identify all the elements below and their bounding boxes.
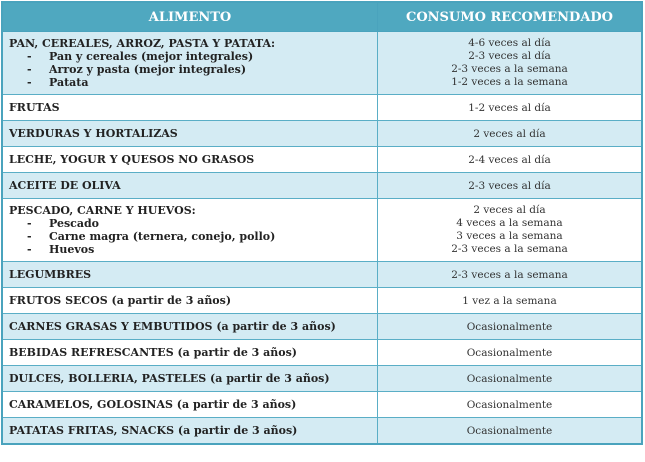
- consumption-value: Ocasionalmente: [466, 320, 553, 333]
- food-name: VERDURAS Y HORTALIZAS: [9, 127, 178, 140]
- food-cell: VERDURAS Y HORTALIZAS: [1, 120, 378, 147]
- consumption-value: Ocasionalmente: [466, 346, 553, 359]
- consumption-cell: 2-3 veces al día: [377, 172, 643, 199]
- table-row: VERDURAS Y HORTALIZAS 2 veces al día: [1, 120, 643, 147]
- consumption-value: 4 veces a la semana: [456, 217, 563, 229]
- table-row: BEBIDAS REFRESCANTES (a partir de 3 años…: [1, 339, 643, 366]
- food-cell: PATATAS FRITAS, SNACKS (a partir de 3 añ…: [1, 417, 378, 445]
- subitem-label: Pescado: [49, 217, 100, 230]
- subitem-label: Huevos: [49, 243, 95, 256]
- food-name: CARAMELOS, GOLOSINAS (a partir de 3 años…: [9, 398, 297, 411]
- table-row: LEGUMBRES 2-3 veces a la semana: [1, 261, 643, 288]
- food-name: BEBIDAS REFRESCANTES (a partir de 3 años…: [9, 346, 297, 359]
- subitem-label: Carne magra (ternera, conejo, pollo): [49, 230, 276, 243]
- consumption-cell: 2-3 veces a la semana: [377, 261, 643, 288]
- consumption-cell: Ocasionalmente: [377, 313, 643, 340]
- food-name: DULCES, BOLLERIA, PASTELES (a partir de …: [9, 372, 330, 385]
- consumption-cell: 4-6 veces al día 2-3 veces al día 2-3 vece…: [377, 31, 643, 95]
- consumption-value: 1-2 veces a la semana: [451, 76, 568, 88]
- consumption-value: 4-6 veces al día: [468, 37, 551, 49]
- table-header: ALIMENTO CONSUMO RECOMENDADO: [1, 1, 643, 32]
- food-cell: FRUTAS: [1, 94, 378, 121]
- consumption-value: 2 veces al día: [473, 204, 546, 216]
- food-cell: DULCES, BOLLERIA, PASTELES (a partir de …: [1, 365, 378, 392]
- table-row: FRUTOS SECOS (a partir de 3 años) 1 vez a…: [1, 287, 643, 314]
- bullet-dash: -: [27, 63, 32, 76]
- food-subitem: - Patata: [9, 76, 371, 89]
- consumption-value: 2-3 veces a la semana: [451, 268, 568, 281]
- food-name: ACEITE DE OLIVA: [9, 179, 121, 192]
- header-consumo: CONSUMO RECOMENDADO: [377, 1, 643, 32]
- consumption-value: 2-3 veces a la semana: [451, 243, 568, 255]
- food-name: CARNES GRASAS Y EMBUTIDOS (a partir de 3…: [9, 320, 336, 333]
- header-alimento: ALIMENTO: [1, 1, 378, 32]
- food-name: LEGUMBRES: [9, 268, 92, 281]
- food-subitem: - Pescado: [9, 217, 371, 230]
- table-row: PATATAS FRITAS, SNACKS (a partir de 3 añ…: [1, 417, 643, 445]
- bullet-dash: -: [27, 243, 32, 256]
- food-cell: BEBIDAS REFRESCANTES (a partir de 3 años…: [1, 339, 378, 366]
- consumption-cell: 1 vez a la semana: [377, 287, 643, 314]
- food-name: FRUTOS SECOS (a partir de 3 años): [9, 294, 232, 307]
- food-cell: LEGUMBRES: [1, 261, 378, 288]
- food-cell: CARAMELOS, GOLOSINAS (a partir de 3 años…: [1, 391, 378, 418]
- consumption-cell: Ocasionalmente: [377, 365, 643, 392]
- subitem-label: Patata: [49, 76, 89, 89]
- table-row: PAN, CEREALES, ARROZ, PASTA Y PATATA: - Pa…: [1, 31, 643, 95]
- consumption-value: 2-3 veces a la semana: [451, 63, 568, 75]
- consumption-value: 2-4 veces al día: [468, 153, 551, 166]
- bullet-dash: -: [27, 76, 32, 89]
- consumption-value: 1 vez a la semana: [462, 294, 557, 307]
- food-subitem: - Arroz y pasta (mejor integrales): [9, 63, 371, 76]
- consumption-cell: Ocasionalmente: [377, 391, 643, 418]
- food-name: PATATAS FRITAS, SNACKS (a partir de 3 añ…: [9, 424, 298, 437]
- consumption-value: 1-2 veces al día: [468, 101, 551, 114]
- table-row: PESCADO, CARNE Y HUEVOS: - Pescado - Carne m…: [1, 198, 643, 262]
- subitem-label: Arroz y pasta (mejor integrales): [49, 63, 247, 76]
- consumption-value: 3 veces a la semana: [456, 230, 563, 242]
- food-cell: LECHE, YOGUR Y QUESOS NO GRASOS: [1, 146, 378, 173]
- bullet-dash: -: [27, 230, 32, 243]
- consumption-value: Ocasionalmente: [466, 372, 553, 385]
- food-name: LECHE, YOGUR Y QUESOS NO GRASOS: [9, 153, 255, 166]
- consumption-cell: Ocasionalmente: [377, 339, 643, 366]
- food-consumption-table: ALIMENTO CONSUMO RECOMENDADO PAN, CEREAL…: [1, 1, 643, 445]
- food-cell: ACEITE DE OLIVA: [1, 172, 378, 199]
- consumption-cell: 2-4 veces al día: [377, 146, 643, 173]
- table-row: DULCES, BOLLERIA, PASTELES (a partir de …: [1, 365, 643, 392]
- food-name: FRUTAS: [9, 101, 60, 114]
- food-subitem: - Carne magra (ternera, conejo, pollo): [9, 230, 371, 243]
- table-row: LECHE, YOGUR Y QUESOS NO GRASOS 2-4 veces…: [1, 146, 643, 173]
- consumption-cell: Ocasionalmente: [377, 417, 643, 445]
- food-name: PAN, CEREALES, ARROZ, PASTA Y PATATA:: [9, 37, 276, 50]
- food-cell: FRUTOS SECOS (a partir de 3 años): [1, 287, 378, 314]
- table-row: CARNES GRASAS Y EMBUTIDOS (a partir de 3…: [1, 313, 643, 340]
- table-row: FRUTAS 1-2 veces al día: [1, 94, 643, 121]
- consumption-value: Ocasionalmente: [466, 398, 553, 411]
- consumption-value: 2-3 veces al día: [468, 179, 551, 192]
- food-subitem: - Pan y cereales (mejor integrales): [9, 50, 371, 63]
- consumption-cell: 2 veces al día: [377, 120, 643, 147]
- table-row: CARAMELOS, GOLOSINAS (a partir de 3 años…: [1, 391, 643, 418]
- food-cell: PESCADO, CARNE Y HUEVOS: - Pescado - Carne m…: [1, 198, 378, 262]
- consumption-cell: 1-2 veces al día: [377, 94, 643, 121]
- bullet-dash: -: [27, 50, 32, 63]
- subitem-label: Pan y cereales (mejor integrales): [49, 50, 254, 63]
- food-name: PESCADO, CARNE Y HUEVOS:: [9, 204, 196, 217]
- consumption-value: Ocasionalmente: [466, 424, 553, 437]
- food-cell: PAN, CEREALES, ARROZ, PASTA Y PATATA: - Pa…: [1, 31, 378, 95]
- consumption-value: 2 veces al día: [473, 127, 546, 140]
- bullet-dash: -: [27, 217, 32, 230]
- consumption-cell: 2 veces al día 4 veces a la semana 3 veces…: [377, 198, 643, 262]
- food-subitem: - Huevos: [9, 243, 371, 256]
- table-row: ACEITE DE OLIVA 2-3 veces al día: [1, 172, 643, 199]
- consumption-value: 2-3 veces al día: [468, 50, 551, 62]
- food-cell: CARNES GRASAS Y EMBUTIDOS (a partir de 3…: [1, 313, 378, 340]
